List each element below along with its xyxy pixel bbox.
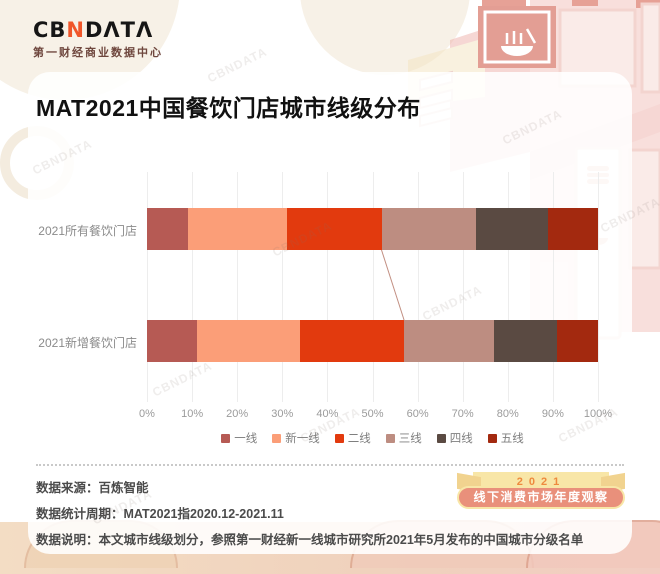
x-tick-label: 10%	[181, 408, 204, 420]
data-source-line: 数据来源：百炼智能	[36, 481, 149, 495]
content-card: MAT2021中国餐饮门店城市线级分布 2021所有餐饮门店 2021新增餐饮门…	[28, 72, 632, 554]
legend-swatch	[272, 433, 282, 443]
x-tick-label: 80%	[496, 408, 519, 420]
bar-row	[147, 208, 598, 250]
legend-label: 二线	[347, 433, 371, 445]
category-label: 2021所有餐饮门店	[38, 224, 137, 238]
connector-line	[381, 249, 405, 321]
x-tick-label: 90%	[541, 408, 564, 420]
legend-label: 五线	[500, 433, 524, 445]
x-tick-label: 100%	[583, 408, 613, 420]
legend-swatch	[334, 433, 344, 443]
gridline	[372, 172, 374, 402]
year-badge: 2021 线下消费市场年度观察	[457, 472, 625, 509]
footer-notes: 数据来源：百炼智能 数据统计周期：MAT2021指2020.12-2021.11…	[36, 475, 583, 553]
logo-wordmark: CBNDΛTΛ	[33, 18, 154, 42]
x-tick-label: 50%	[361, 408, 384, 420]
gridline	[552, 172, 554, 402]
bar-segment-五线	[548, 208, 598, 250]
data-note-line: 数据说明：本文城市线级划分，参照第一财经新一线城市研究所2021年5月发布的中国…	[36, 533, 584, 547]
dotted-separator	[36, 464, 624, 466]
badge-ribbon: 2021	[473, 472, 609, 489]
gridline	[282, 172, 284, 402]
logo-n-accent: N	[66, 18, 85, 42]
legend-swatch	[436, 433, 446, 443]
bar-segment-四线	[476, 208, 549, 250]
noodle-bowl-sign-icon	[478, 6, 556, 68]
x-tick-label: 40%	[316, 408, 339, 420]
legend-item: 二线	[334, 430, 371, 446]
gridline	[192, 172, 194, 402]
gridline	[147, 172, 148, 402]
bar-row	[147, 320, 598, 362]
legend-item: 五线	[487, 430, 524, 446]
gridline	[417, 172, 419, 402]
legend-item: 三线	[385, 430, 422, 446]
gridline	[327, 172, 329, 402]
gridline	[598, 172, 599, 402]
x-tick-label: 60%	[406, 408, 429, 420]
x-tick-label: 70%	[451, 408, 474, 420]
gridline	[462, 172, 464, 402]
legend-swatch	[385, 433, 395, 443]
x-axis-ticks: 0% 10% 20% 30% 40% 50% 60% 70% 80% 90% 100%	[139, 408, 612, 422]
bar-segment-二线	[286, 208, 382, 250]
gridline	[507, 172, 509, 402]
bar-segment-新一线	[196, 320, 301, 362]
legend-label: 新一线	[285, 433, 320, 445]
page-title: MAT2021中国餐饮门店城市线级分布	[36, 95, 421, 121]
bar-segment-一线	[147, 208, 188, 250]
bar-segment-五线	[557, 320, 598, 362]
legend-swatch	[221, 433, 231, 443]
legend: 一线 新一线 二线 三线 四线 五线	[147, 430, 598, 446]
badge-year: 2021	[516, 476, 566, 488]
category-label: 2021新增餐饮门店	[38, 336, 137, 350]
x-tick-label: 20%	[226, 408, 249, 420]
legend-label: 四线	[449, 433, 473, 445]
bar-segment-三线	[381, 208, 477, 250]
connector-layer	[381, 249, 405, 321]
legend-label: 三线	[398, 433, 422, 445]
legend-item: 新一线	[272, 430, 320, 446]
bar-segment-三线	[404, 320, 495, 362]
legend-item: 一线	[221, 430, 257, 446]
brand-logo: CBNDΛTΛ 第一财经商业数据中心	[33, 18, 163, 60]
bar-segment-一线	[147, 320, 197, 362]
badge-pill: 线下消费市场年度观察	[457, 486, 625, 509]
x-tick-label: 30%	[271, 408, 294, 420]
gridline	[237, 172, 239, 402]
bar-segment-新一线	[187, 208, 287, 250]
logo-subtitle: 第一财经商业数据中心	[33, 47, 163, 59]
bar-segment-四线	[494, 320, 558, 362]
x-tick-label: 0%	[139, 408, 155, 420]
plot-area	[147, 172, 599, 402]
legend-item: 四线	[436, 430, 473, 446]
legend-swatch	[487, 433, 497, 443]
bar-segment-二线	[300, 320, 405, 362]
data-period-line: 数据统计周期：MAT2021指2020.12-2021.11	[36, 507, 284, 521]
legend-label: 一线	[234, 433, 258, 445]
